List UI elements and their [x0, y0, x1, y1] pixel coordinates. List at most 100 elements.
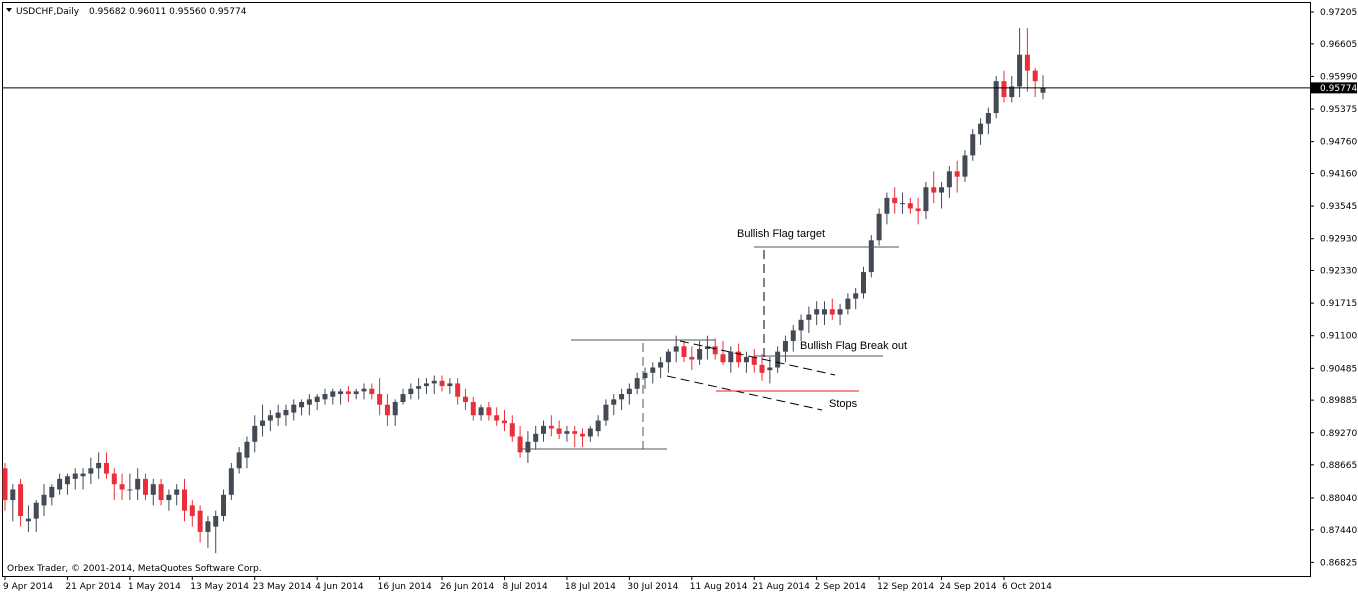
- candle-body: [900, 203, 906, 205]
- candle-body: [252, 425, 258, 442]
- candle: [88, 457, 94, 485]
- candle: [868, 234, 874, 278]
- candle-body: [884, 197, 890, 214]
- candle-body: [400, 394, 406, 402]
- candle-body: [689, 356, 695, 360]
- candle-body: [88, 468, 94, 474]
- candle-body: [790, 330, 796, 342]
- candle: [260, 404, 266, 437]
- x-tick-label: 16 Jun 2014: [378, 582, 432, 592]
- candle: [25, 505, 31, 532]
- candle-body: [142, 478, 148, 495]
- candle: [853, 287, 859, 310]
- candle-body: [260, 420, 266, 426]
- candle: [369, 383, 375, 400]
- current-price-label: 0.95774: [1320, 84, 1357, 94]
- candle: [361, 383, 367, 400]
- candle-body: [517, 436, 523, 453]
- x-tick-label: 4 Jun 2014: [315, 582, 364, 592]
- candle: [470, 396, 476, 421]
- candle-body: [853, 293, 859, 299]
- candle-body: [1032, 70, 1038, 82]
- x-tick-label: 26 Jun 2014: [440, 582, 494, 592]
- candle: [954, 160, 960, 193]
- y-tick-label: 0.93545: [1320, 202, 1357, 212]
- candle-body: [322, 394, 328, 400]
- candle-body: [658, 362, 664, 368]
- candle-body: [837, 309, 843, 315]
- candle-body: [868, 240, 874, 273]
- candle: [275, 404, 281, 426]
- candle-body: [564, 431, 570, 434]
- chart-menu-triangle-icon[interactable]: [6, 8, 12, 12]
- stops-label: Stops: [829, 398, 858, 410]
- x-tick-label: 23 May 2014: [253, 582, 312, 592]
- candle: [423, 378, 429, 395]
- candle-body: [697, 348, 703, 360]
- candle: [439, 375, 445, 392]
- candle-body: [455, 383, 461, 397]
- candle: [299, 399, 305, 416]
- candle: [767, 356, 773, 384]
- candle-body: [806, 314, 812, 320]
- candle: [416, 378, 422, 400]
- y-tick-label: 0.94760: [1320, 138, 1357, 148]
- flag-annotations: Bullish Flag target Bullish Flag Break o…: [520, 228, 907, 450]
- candle-body: [18, 484, 24, 516]
- candle-body: [720, 354, 726, 363]
- candle: [377, 378, 383, 416]
- candle: [33, 500, 39, 532]
- candle-body: [377, 394, 383, 405]
- candle-body: [392, 401, 398, 416]
- y-tick-label: 0.95375: [1320, 105, 1357, 115]
- flag-target-label: Bullish Flag target: [737, 228, 825, 240]
- candle: [556, 420, 562, 440]
- candle: [150, 478, 156, 506]
- candle: [10, 484, 16, 522]
- candle: [96, 452, 102, 479]
- candle: [603, 399, 609, 426]
- candle-body: [915, 208, 921, 212]
- candle: [759, 354, 765, 381]
- candle-body: [712, 346, 718, 355]
- candle: [681, 341, 687, 363]
- candle: [158, 478, 164, 506]
- candle-body: [447, 383, 453, 387]
- candle-body: [182, 489, 188, 511]
- candle: [806, 306, 812, 334]
- copyright-text: Orbex Trader, © 2001-2014, MetaQuotes So…: [7, 564, 262, 574]
- candle-body: [743, 356, 749, 363]
- x-tick-label: 18 Jul 2014: [565, 582, 616, 592]
- candle: [923, 181, 929, 220]
- candle: [447, 378, 453, 395]
- candle: [993, 75, 999, 119]
- candle: [431, 375, 437, 395]
- candle-body: [619, 394, 625, 400]
- x-tick-label: 6 Oct 2014: [1002, 582, 1052, 592]
- candle-body: [642, 372, 648, 379]
- candle-body: [556, 428, 562, 434]
- x-tick-label: 13 May 2014: [190, 582, 249, 592]
- candle: [1024, 28, 1030, 92]
- candle: [533, 425, 539, 450]
- flag-lower-channel-line: [666, 375, 823, 411]
- candle-body: [533, 433, 539, 442]
- candle: [306, 394, 312, 416]
- candle-body: [985, 113, 991, 124]
- candle: [658, 356, 664, 379]
- x-tick-label: 8 Jul 2014: [502, 582, 547, 592]
- candle-body: [439, 380, 445, 387]
- candle: [798, 314, 804, 342]
- candle-body: [626, 388, 632, 395]
- candle-body: [166, 494, 172, 501]
- candle: [782, 335, 788, 363]
- candle: [408, 383, 414, 400]
- candle: [595, 415, 601, 437]
- candle-body: [1040, 87, 1046, 93]
- candle-body: [736, 351, 742, 363]
- candle-body: [962, 155, 968, 177]
- candle-body: [751, 356, 757, 365]
- candle: [384, 394, 390, 426]
